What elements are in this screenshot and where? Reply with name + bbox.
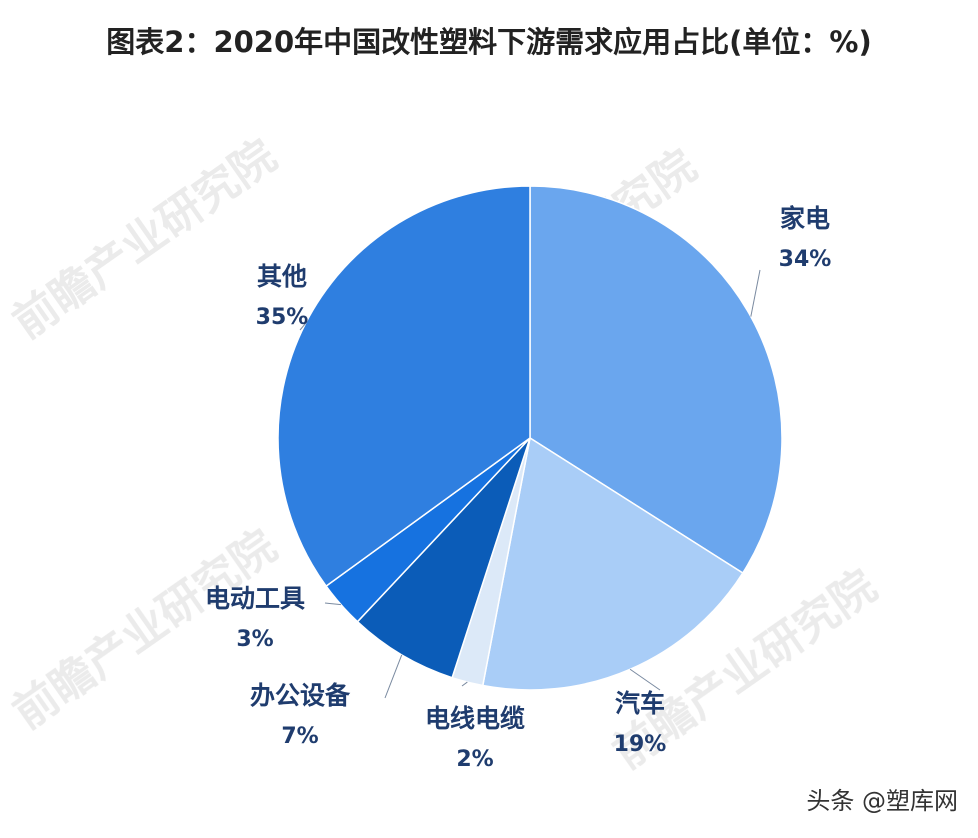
value-label: 7%: [281, 724, 318, 749]
leader-line: [461, 681, 468, 687]
value-label: 3%: [236, 627, 273, 652]
leader-line: [324, 602, 342, 606]
labels: 家电 34% 汽车 19% 电线电缆 2% 办公设备 7% 电动工具 3% 其他 35%: [205, 204, 831, 772]
leader-line: [384, 654, 403, 699]
leader-line: [750, 269, 761, 317]
category-label: 办公设备: [250, 681, 351, 710]
leader-line: [629, 668, 661, 691]
value-label: 19%: [614, 732, 667, 757]
value-label: 35%: [256, 305, 309, 330]
value-label: 2%: [456, 747, 493, 772]
value-label: 34%: [779, 247, 832, 272]
pie-slice: [356, 437, 531, 679]
category-label: 其他: [257, 262, 307, 291]
pie: [277, 185, 783, 691]
pie-slice: [481, 436, 744, 691]
footer-watermark: 头条 @塑库网: [806, 787, 958, 815]
pie-slice: [529, 185, 783, 575]
category-label: 汽车: [615, 689, 665, 718]
chart-title: 图表2：2020年中国改性塑料下游需求应用占比(单位：%): [106, 25, 871, 59]
category-label: 电线电缆: [425, 704, 525, 733]
category-label: 家电: [780, 204, 830, 233]
category-label: 电动工具: [205, 584, 305, 613]
leader-line: [299, 323, 306, 331]
